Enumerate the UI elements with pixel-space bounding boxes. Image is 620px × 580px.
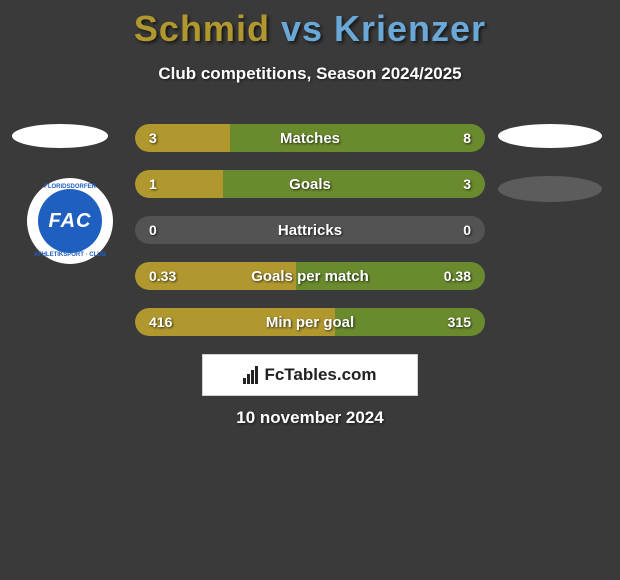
bar-row: 416315Min per goal — [135, 308, 485, 336]
subtitle: Club competitions, Season 2024/2025 — [0, 64, 620, 84]
bar-right-fill — [223, 170, 486, 198]
club-badge-fac: FLORIDSDORFER FAC ATHLETIKSPORT · CLUB — [27, 178, 113, 264]
comparison-bars: 38Matches 13Goals 0 0Hattricks 0.330.38Goals… — [135, 124, 485, 354]
bar-left-fill — [135, 262, 296, 290]
bar-right-fill — [296, 262, 485, 290]
right-placeholder-ellipse-2 — [498, 176, 602, 202]
bar-value-left: 0 — [149, 216, 157, 244]
bar-row: 38Matches — [135, 124, 485, 152]
left-placeholder-ellipse — [12, 124, 108, 148]
page-title: Schmid vs Krienzer — [0, 0, 620, 50]
bar-left-fill — [135, 124, 230, 152]
badge-text: FAC — [49, 210, 92, 233]
bar-label: Hattricks — [135, 216, 485, 244]
title-player1: Schmid — [134, 8, 270, 49]
bar-row: 0 0Hattricks — [135, 216, 485, 244]
bar-row: 13Goals — [135, 170, 485, 198]
brand-label: FcTables.com — [264, 365, 376, 385]
bar-row: 0.330.38Goals per match — [135, 262, 485, 290]
brand-text: FcTables.com — [243, 365, 376, 385]
title-vs: vs — [281, 8, 323, 49]
bar-value-right: 0 — [463, 216, 471, 244]
bar-right-fill — [335, 308, 486, 336]
bar-chart-icon — [243, 366, 258, 384]
title-player2: Krienzer — [334, 8, 486, 49]
badge-inner: FAC — [38, 189, 102, 253]
bar-left-fill — [135, 308, 335, 336]
badge-ring-bottom: ATHLETIKSPORT · CLUB — [34, 252, 106, 258]
bar-right-fill — [230, 124, 486, 152]
date-line: 10 november 2024 — [0, 408, 620, 428]
right-placeholder-ellipse-1 — [498, 124, 602, 148]
bar-left-fill — [135, 170, 223, 198]
brand-box: FcTables.com — [202, 354, 418, 396]
